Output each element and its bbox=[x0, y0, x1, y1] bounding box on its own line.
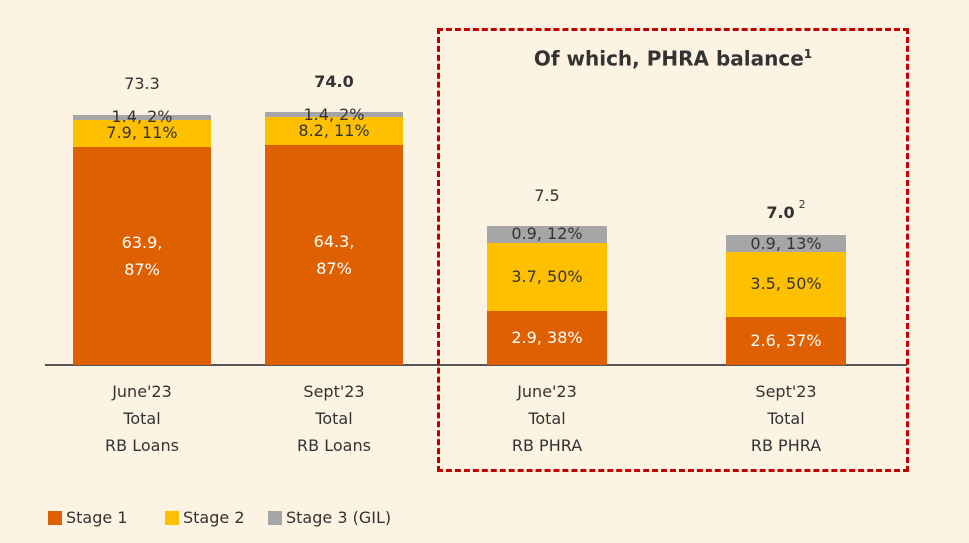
bar-segment bbox=[73, 114, 211, 120]
data-label: 2.6, 37% bbox=[750, 330, 822, 350]
x-tick-label: Sept'23 bbox=[303, 382, 365, 401]
x-tick-label: RB PHRA bbox=[750, 436, 822, 455]
total-note: 2 bbox=[798, 198, 806, 212]
data-label: 2.9, 38% bbox=[511, 328, 583, 348]
total-wrap: 7.5 bbox=[467, 186, 627, 206]
bar-segment bbox=[265, 112, 403, 118]
legend-label: Stage 3 (GIL) bbox=[286, 508, 392, 527]
x-tick-label: June'23 bbox=[112, 382, 172, 401]
x-tick-label: RB PHRA bbox=[511, 436, 583, 455]
x-tick-label: Total bbox=[315, 409, 353, 428]
data-label: 3.7, 50% bbox=[511, 266, 583, 286]
data-label: 0.9, 12% bbox=[511, 224, 583, 244]
x-tick-label: Total bbox=[767, 409, 805, 428]
title-note: 1 bbox=[803, 47, 813, 61]
data-label: 8.2, 11% bbox=[298, 121, 370, 141]
title: Of which, PHRA balance bbox=[533, 46, 804, 71]
total-label: 7.5 bbox=[534, 186, 560, 205]
x-tick-label: Total bbox=[528, 409, 566, 428]
x-tick-label: RB Loans bbox=[297, 436, 371, 455]
legend-swatch bbox=[165, 511, 179, 525]
bar-segment bbox=[726, 251, 846, 317]
legend-label: Stage 1 bbox=[66, 508, 128, 527]
total-wrap: 73.3 bbox=[62, 74, 222, 94]
data-label: 1.4, 2% bbox=[303, 104, 365, 124]
total-label: 7.0 bbox=[766, 203, 795, 223]
bar-segment bbox=[487, 226, 607, 243]
x-tick-label: Total bbox=[123, 409, 161, 428]
bar-segment bbox=[73, 119, 211, 147]
data-label: 3.5, 50% bbox=[750, 274, 822, 294]
total-label: 73.3 bbox=[124, 74, 160, 94]
baseline bbox=[45, 364, 907, 366]
bar-segment bbox=[265, 117, 403, 146]
legend-label: Stage 2 bbox=[183, 508, 245, 527]
data-label: 7.9, 11% bbox=[106, 123, 178, 143]
total-wrap: 7.0 2 bbox=[706, 195, 866, 223]
x-tick-label: June'23 bbox=[517, 382, 577, 401]
title-wrap: Of which, PHRA balance1 bbox=[440, 44, 906, 69]
bar-segment bbox=[265, 145, 403, 365]
highlight-box bbox=[437, 28, 909, 472]
data-label: 63.9, 87% bbox=[121, 232, 163, 279]
bar-segment bbox=[487, 242, 607, 312]
bar-segment bbox=[487, 311, 607, 365]
data-label: 0.9, 13% bbox=[750, 233, 822, 253]
bar-segment bbox=[726, 316, 846, 365]
bar-segment bbox=[726, 235, 846, 252]
total-label: 74.0 bbox=[314, 72, 354, 91]
bar-segment bbox=[73, 146, 211, 365]
data-label: 64.3, 87% bbox=[313, 232, 355, 279]
x-tick-label: Sept'23 bbox=[755, 382, 817, 401]
legend-swatch bbox=[268, 511, 282, 525]
total-wrap: 74.0 bbox=[254, 72, 414, 92]
legend-swatch bbox=[48, 511, 62, 525]
x-tick-label: RB Loans bbox=[105, 436, 179, 455]
data-label: 1.4, 2% bbox=[111, 107, 173, 127]
